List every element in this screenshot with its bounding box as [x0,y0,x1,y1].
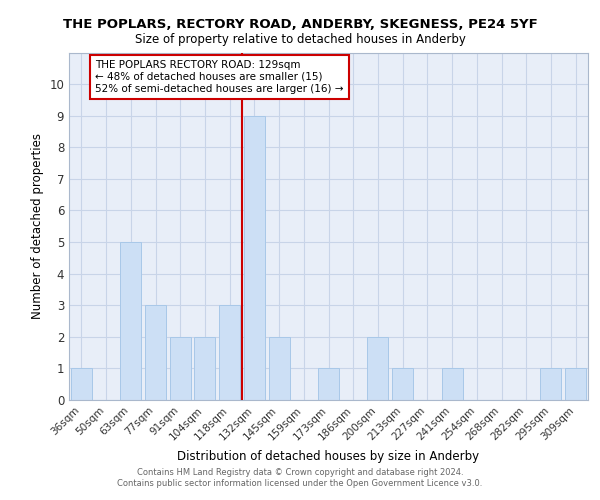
Bar [392,368,413,400]
Bar [120,242,141,400]
Text: THE POPLARS, RECTORY ROAD, ANDERBY, SKEGNESS, PE24 5YF: THE POPLARS, RECTORY ROAD, ANDERBY, SKEG… [62,18,538,30]
Bar [71,368,92,400]
Bar [442,368,463,400]
Bar [194,337,215,400]
Bar [170,337,191,400]
Bar [318,368,339,400]
Bar [367,337,388,400]
Bar [565,368,586,400]
Text: THE POPLARS RECTORY ROAD: 129sqm
← 48% of detached houses are smaller (15)
52% o: THE POPLARS RECTORY ROAD: 129sqm ← 48% o… [95,60,343,94]
Bar [219,305,240,400]
Bar [269,337,290,400]
Text: Size of property relative to detached houses in Anderby: Size of property relative to detached ho… [134,32,466,46]
Bar [541,368,562,400]
Y-axis label: Number of detached properties: Number of detached properties [31,133,44,320]
Bar [145,305,166,400]
Text: Contains HM Land Registry data © Crown copyright and database right 2024.
Contai: Contains HM Land Registry data © Crown c… [118,468,482,487]
Bar [244,116,265,400]
X-axis label: Distribution of detached houses by size in Anderby: Distribution of detached houses by size … [178,450,479,463]
